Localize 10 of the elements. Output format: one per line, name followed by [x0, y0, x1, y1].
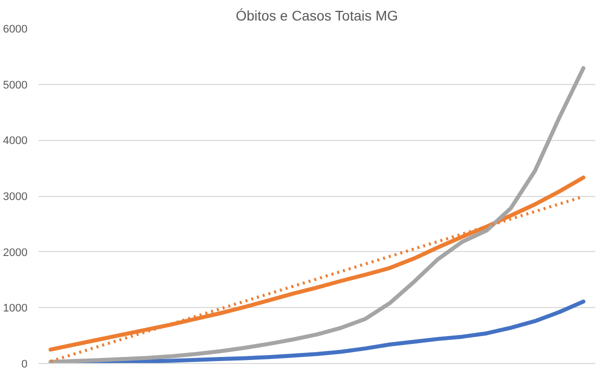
y-tick-label: 4000: [3, 135, 28, 148]
line-series: [48, 300, 586, 364]
chart-title: Óbitos e Casos Totais MG: [236, 8, 398, 24]
line-series: [48, 66, 586, 364]
y-tick-label: 0: [21, 358, 28, 369]
y-tick-label: 6000: [3, 24, 28, 36]
y-tick-label: 1000: [3, 302, 28, 315]
y-tick-label: 5000: [3, 79, 28, 92]
y-tick-label: 3000: [3, 191, 28, 203]
y-tick-label: 2000: [3, 246, 28, 259]
